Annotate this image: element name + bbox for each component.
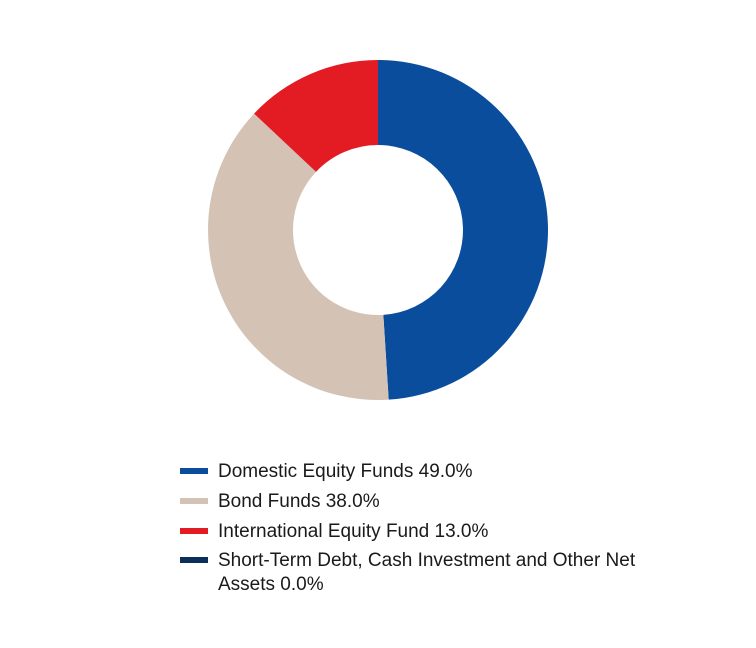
legend-item: Domestic Equity Funds 49.0% xyxy=(180,460,660,484)
legend-item: Bond Funds 38.0% xyxy=(180,490,660,514)
legend-item: Short-Term Debt, Cash Investment and Oth… xyxy=(180,549,660,597)
donut-slice xyxy=(208,114,389,400)
legend-item: International Equity Fund 13.0% xyxy=(180,520,660,544)
legend-label: Domestic Equity Funds 49.0% xyxy=(218,460,473,484)
legend-swatch xyxy=(180,557,208,563)
legend-label: International Equity Fund 13.0% xyxy=(218,520,488,544)
legend-swatch xyxy=(180,498,208,504)
legend-label: Bond Funds 38.0% xyxy=(218,490,380,514)
legend-swatch xyxy=(180,468,208,474)
legend-swatch xyxy=(180,528,208,534)
donut-svg xyxy=(208,60,548,400)
legend-label: Short-Term Debt, Cash Investment and Oth… xyxy=(218,549,660,597)
donut-chart xyxy=(208,60,548,400)
legend: Domestic Equity Funds 49.0% Bond Funds 38… xyxy=(180,460,660,603)
donut-slice xyxy=(378,60,548,400)
